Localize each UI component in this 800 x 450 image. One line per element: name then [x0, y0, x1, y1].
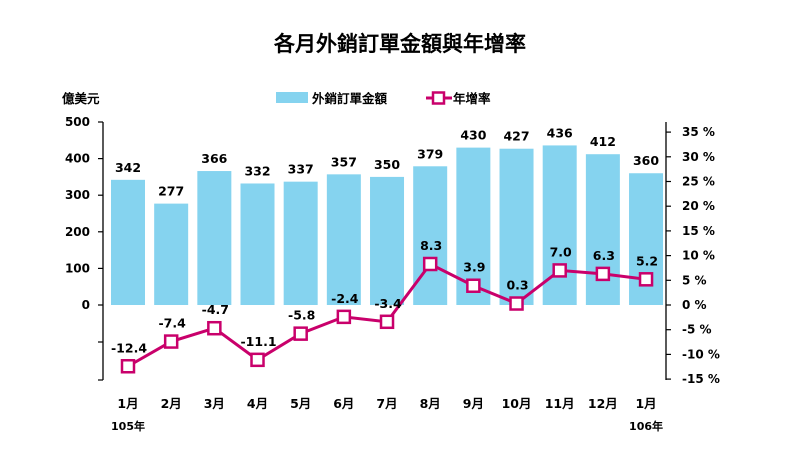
- x-labels: 1月 2月 3月 4月 5月 6月 7月 8月 9月 10月 11月 12月 1月 105年 106年: [111, 396, 663, 433]
- right-tick-label: 30 %: [682, 150, 715, 164]
- left-tick-label: 300: [65, 188, 90, 202]
- left-tick-label: 100: [65, 261, 90, 275]
- category-label: 6月: [333, 396, 354, 411]
- left-tick-label: 400: [65, 152, 90, 166]
- category-label: 9月: [463, 396, 484, 411]
- bar-value-label: 436: [547, 125, 573, 140]
- line-labels: -12.4 -7.4 -4.7 -11.1 -5.8 -2.4 -3.4 8.3 3.9 0.3 7…: [111, 238, 658, 355]
- line-marker: [336, 309, 352, 325]
- line-value-label: -7.4: [158, 316, 186, 331]
- bar-value-label: 366: [201, 151, 227, 166]
- category-label: 8月: [420, 396, 441, 411]
- line-value-label: -11.1: [240, 334, 276, 349]
- left-axis-unit: 億美元: [62, 91, 100, 106]
- bar-value-label: 427: [503, 129, 529, 144]
- legend-swatch-marker: [431, 91, 446, 105]
- line-value-label: 3.9: [463, 260, 485, 275]
- bar-value-label: 360: [633, 153, 659, 168]
- year-label: 105年: [111, 419, 145, 433]
- line-value-label: 6.3: [593, 248, 615, 263]
- category-label: 1月: [635, 396, 656, 411]
- bar: [413, 166, 448, 305]
- right-tick-label: 10 %: [682, 249, 715, 263]
- line-marker: [163, 334, 179, 349]
- bar: [585, 154, 620, 305]
- bar-value-label: 379: [417, 146, 443, 161]
- bar: [197, 171, 232, 305]
- category-label: 3月: [204, 396, 225, 411]
- line-value-label: 7.0: [550, 244, 572, 259]
- line-marker: [638, 272, 654, 287]
- line-value-label: -5.8: [288, 308, 315, 323]
- legend-label-line: 年增率: [453, 91, 491, 106]
- left-tick-label: 0: [82, 298, 90, 312]
- bar-value-label: 350: [374, 157, 400, 172]
- bar: [111, 179, 145, 305]
- category-label: 2月: [161, 396, 182, 411]
- right-tick-label: 35 %: [682, 125, 715, 139]
- category-label: 12月: [588, 396, 618, 411]
- bar: [326, 174, 361, 305]
- right-tick-label: -15 %: [682, 372, 720, 386]
- bar: [499, 148, 534, 305]
- bar-value-label: 337: [288, 162, 314, 177]
- right-tick-label: -10 %: [682, 347, 720, 361]
- bar-labels: 342 277 366 332 337 357 350 379 430 427 436 412 360: [115, 125, 659, 198]
- bar-value-label: 277: [158, 184, 184, 199]
- line-marker: [595, 266, 611, 282]
- line-marker: [379, 314, 395, 330]
- line-marker: [509, 296, 524, 311]
- line-marker: [293, 326, 308, 341]
- category-label: 5月: [290, 396, 311, 411]
- legend: 外銷訂單金額 年增率: [276, 91, 491, 106]
- legend-swatch-bar: [276, 92, 308, 103]
- bar: [240, 183, 275, 305]
- chart-title: 各月外銷訂單金額與年增率: [273, 32, 526, 56]
- right-tick-label: 20 %: [682, 199, 715, 213]
- left-tick-label: 500: [65, 115, 90, 129]
- bar-value-label: 357: [331, 154, 357, 169]
- line-marker: [422, 256, 438, 272]
- bar-value-label: 430: [460, 128, 486, 143]
- line-value-label: -2.4: [331, 291, 359, 306]
- line-marker: [207, 320, 222, 336]
- line-marker: [552, 263, 567, 278]
- right-tick-label: 0 %: [682, 298, 707, 312]
- right-tick-label: -5 %: [682, 323, 712, 337]
- axes: 0 100 200 300 400 500 -15 % -10 % -5 % 0 % 5 % 10 %…: [65, 115, 720, 386]
- bar: [370, 176, 405, 305]
- category-label: 10月: [502, 396, 532, 411]
- line-marker: [250, 352, 265, 368]
- line-value-label: 0.3: [506, 278, 528, 293]
- category-label: 1月: [117, 396, 138, 411]
- legend-label-bar: 外銷訂單金額: [311, 91, 388, 106]
- line-marker: [466, 278, 481, 293]
- category-label: 4月: [247, 396, 268, 411]
- bar-value-label: 412: [590, 134, 616, 149]
- bar-value-label: 332: [244, 163, 270, 178]
- line-layer: [120, 256, 654, 374]
- line-value-label: -3.4: [374, 296, 402, 311]
- right-tick-label: 15 %: [682, 224, 715, 238]
- bar-value-label: 342: [115, 160, 141, 175]
- line-value-label: -4.7: [202, 302, 229, 317]
- right-tick-label: 25 %: [682, 175, 715, 189]
- right-tick-label: 5 %: [682, 273, 707, 287]
- bar: [154, 203, 189, 305]
- category-label: 11月: [545, 396, 575, 411]
- left-tick-label: 200: [65, 225, 90, 239]
- year-label: 106年: [629, 419, 663, 433]
- line-value-label: -12.4: [111, 340, 147, 355]
- bars: [111, 145, 664, 305]
- category-label: 7月: [376, 396, 397, 411]
- line-value-label: 8.3: [420, 238, 442, 253]
- line-marker: [120, 359, 136, 374]
- bar: [283, 181, 318, 305]
- line-value-label: 5.2: [636, 253, 658, 268]
